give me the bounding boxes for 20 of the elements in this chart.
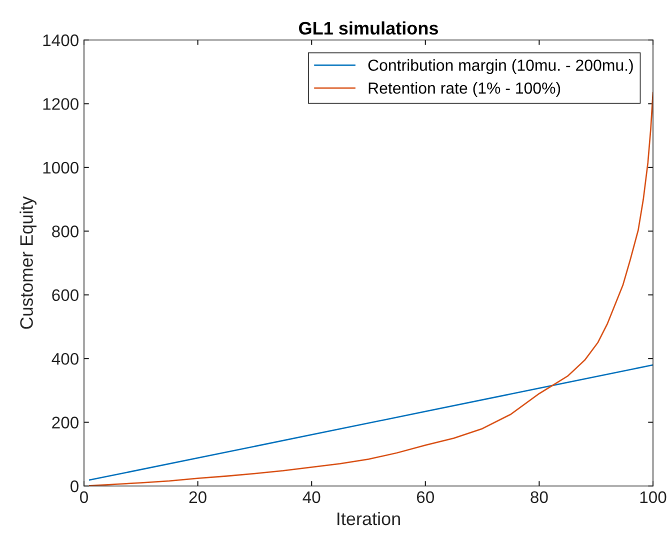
y-tick-label: 400 — [52, 352, 78, 365]
y-tick-label: 0 — [70, 480, 78, 492]
legend-label: Retention rate (1% - 100%) — [368, 82, 560, 97]
x-tick-label: 80 — [530, 491, 548, 504]
x-tick-label: 0 — [80, 491, 88, 504]
line-series — [88, 364, 653, 481]
chart-title: GL1 simulations — [299, 21, 438, 35]
y-tick-label: 1200 — [43, 98, 78, 110]
y-tick-label: 1400 — [43, 34, 78, 46]
y-tick-label: 1000 — [43, 162, 78, 174]
y-tick-label: 600 — [52, 289, 78, 302]
y-tick-label: 200 — [52, 416, 78, 428]
x-axis-title: Iteration — [338, 512, 400, 526]
x-tick-label: 20 — [189, 491, 206, 504]
y-axis-title: Customer Equity — [20, 196, 37, 329]
x-tick-label: 100 — [640, 491, 666, 504]
y-tick-label: 800 — [52, 226, 78, 238]
x-tick-label: 60 — [416, 491, 434, 504]
legend-label: Contribution margin (10mu. - 200mu.) — [368, 59, 633, 74]
x-tick-label: 40 — [302, 491, 320, 504]
